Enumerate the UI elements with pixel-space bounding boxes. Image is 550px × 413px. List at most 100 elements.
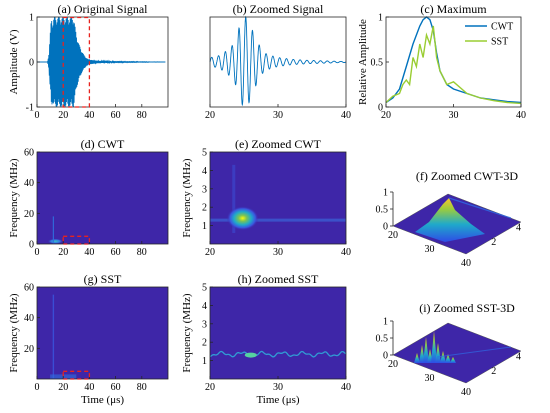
x-axis-label-g: Time (μs) bbox=[81, 394, 124, 406]
surface-ridge-i bbox=[436, 346, 512, 358]
surface-floor-i bbox=[393, 323, 521, 383]
x-tick-label-f-0: 20 bbox=[388, 230, 398, 241]
plot-area-d bbox=[37, 152, 168, 244]
surface-spike-i-6 bbox=[440, 351, 446, 363]
y-tick-label-a-1: 0 bbox=[29, 58, 34, 69]
y-tick-label-f-1: 4 bbox=[516, 222, 521, 233]
legend-label-cwt: CWT bbox=[491, 22, 513, 33]
x-tick-label-i-2: 40 bbox=[461, 387, 471, 398]
y-tick-label-h-1: 2 bbox=[202, 338, 207, 349]
tf-peak-e bbox=[226, 206, 259, 231]
surface-edge-f bbox=[392, 193, 522, 255]
title-c: (c) Maximum bbox=[420, 2, 487, 16]
x-tick-label-d-2: 40 bbox=[84, 247, 94, 258]
y-tick-label-g-2: 60 bbox=[24, 283, 34, 294]
y-tick-label-d-3: 60 bbox=[24, 148, 34, 159]
x-tick-label-g-4: 80 bbox=[137, 382, 147, 393]
zoom-box-a bbox=[62, 16, 91, 108]
x-tick-label-d-4: 80 bbox=[137, 247, 147, 258]
title-d: (d) CWT bbox=[81, 137, 125, 151]
plot-area-g bbox=[37, 287, 168, 379]
x-tick-label-f-1: 30 bbox=[425, 244, 435, 255]
x-tick-label-e-0: 20 bbox=[205, 247, 215, 258]
y-tick-label-e-1: 2 bbox=[202, 203, 207, 214]
z-tick-label-f-1: 0.5 bbox=[376, 205, 389, 216]
x-tick-label-a-2: 40 bbox=[84, 110, 94, 121]
surface-ridge-f bbox=[448, 197, 512, 219]
surface-edge-i bbox=[392, 322, 522, 384]
y-tick-label-g-1: 40 bbox=[24, 313, 34, 324]
series-line-c-sst bbox=[385, 25, 522, 105]
zoom-box-g bbox=[62, 370, 91, 380]
y-tick-label-a-0: -1 bbox=[26, 103, 34, 114]
axes-frame-g bbox=[36, 286, 169, 380]
x-tick-label-d-3: 60 bbox=[111, 247, 121, 258]
x-tick-label-f-2: 40 bbox=[461, 258, 471, 269]
z-tick-label-i-0: 0 bbox=[383, 351, 388, 362]
x-tick-label-g-0: 0 bbox=[35, 382, 40, 393]
x-tick-label-e-1: 30 bbox=[273, 247, 283, 258]
surface-spike-i-5 bbox=[435, 343, 441, 363]
y-tick-label-h-3: 4 bbox=[202, 301, 207, 312]
x-tick-label-h-0: 20 bbox=[205, 382, 215, 393]
x-tick-label-c-2: 40 bbox=[516, 110, 526, 121]
y-axis-label-e: Frequency (MHz) bbox=[181, 158, 193, 237]
y-tick-label-e-4: 5 bbox=[202, 148, 207, 159]
axes-frame-d bbox=[36, 151, 169, 245]
tf-peak-h bbox=[244, 352, 257, 358]
y-axis-label-g: Frequency (MHz) bbox=[8, 293, 20, 372]
surface-spike-i-7 bbox=[445, 354, 451, 363]
tf-ridge-h bbox=[209, 350, 347, 358]
x-tick-label-b-0: 20 bbox=[205, 110, 215, 121]
y-tick-label-h-0: 1 bbox=[202, 356, 207, 367]
y-axis-label-h: Frequency (MHz) bbox=[181, 293, 193, 372]
y-tick-label-d-0: 0 bbox=[29, 240, 34, 251]
y-tick-label-d-1: 20 bbox=[24, 209, 34, 220]
surface-spike-i-0 bbox=[414, 353, 420, 363]
surface-peak-f bbox=[415, 198, 485, 242]
series-line-b bbox=[209, 15, 347, 107]
zoom-box-d bbox=[62, 235, 91, 245]
x-tick-label-b-1: 30 bbox=[273, 110, 283, 121]
x-tick-label-g-2: 40 bbox=[84, 382, 94, 393]
x-tick-label-i-0: 20 bbox=[388, 359, 398, 370]
y-tick-label-d-2: 40 bbox=[24, 178, 34, 189]
y-tick-label-h-4: 5 bbox=[202, 283, 207, 294]
x-tick-label-a-4: 80 bbox=[137, 110, 147, 121]
x-tick-label-g-3: 60 bbox=[111, 382, 121, 393]
y-tick-label-i-1: 4 bbox=[516, 351, 521, 362]
y-tick-label-f-0: 2 bbox=[491, 237, 496, 248]
z-tick-label-i-1: 0.5 bbox=[376, 334, 389, 345]
surface-spike-i-2 bbox=[423, 337, 429, 363]
x-tick-label-e-2: 40 bbox=[341, 247, 351, 258]
plot-area-c bbox=[386, 17, 521, 107]
x-tick-label-b-2: 40 bbox=[341, 110, 351, 121]
tf-energy-d bbox=[47, 238, 64, 244]
y-axis-label-c: Relative Amplitude bbox=[357, 19, 369, 105]
title-e: (e) Zoomed CWT bbox=[235, 137, 322, 151]
y-tick-label-e-2: 3 bbox=[202, 184, 207, 195]
x-tick-label-c-1: 30 bbox=[449, 110, 459, 121]
series-line-a bbox=[37, 17, 166, 108]
x-tick-label-g-1: 20 bbox=[58, 382, 68, 393]
z-tick-label-f-0: 0 bbox=[383, 222, 388, 233]
x-tick-label-d-0: 0 bbox=[35, 247, 40, 258]
plot-area-h bbox=[210, 287, 346, 379]
x-tick-label-h-1: 30 bbox=[273, 382, 283, 393]
plot-area-e bbox=[210, 152, 346, 244]
z-tick-label-f-2: 1 bbox=[383, 188, 388, 199]
title-g: (g) SST bbox=[84, 272, 122, 286]
title-b: (b) Zoomed Signal bbox=[233, 2, 324, 16]
y-tick-label-i-0: 2 bbox=[491, 366, 496, 377]
y-tick-label-c-1: 0.5 bbox=[371, 58, 384, 69]
x-tick-label-h-2: 40 bbox=[341, 382, 351, 393]
surface-spike-i-8 bbox=[450, 357, 456, 363]
y-tick-label-e-0: 1 bbox=[202, 221, 207, 232]
x-tick-label-a-0: 0 bbox=[35, 110, 40, 121]
x-tick-label-c-0: 20 bbox=[381, 110, 391, 121]
title-h: (h) Zoomed SST bbox=[238, 272, 319, 286]
y-tick-label-a-2: 1 bbox=[29, 13, 34, 24]
legend-label-sst: SST bbox=[491, 37, 508, 48]
